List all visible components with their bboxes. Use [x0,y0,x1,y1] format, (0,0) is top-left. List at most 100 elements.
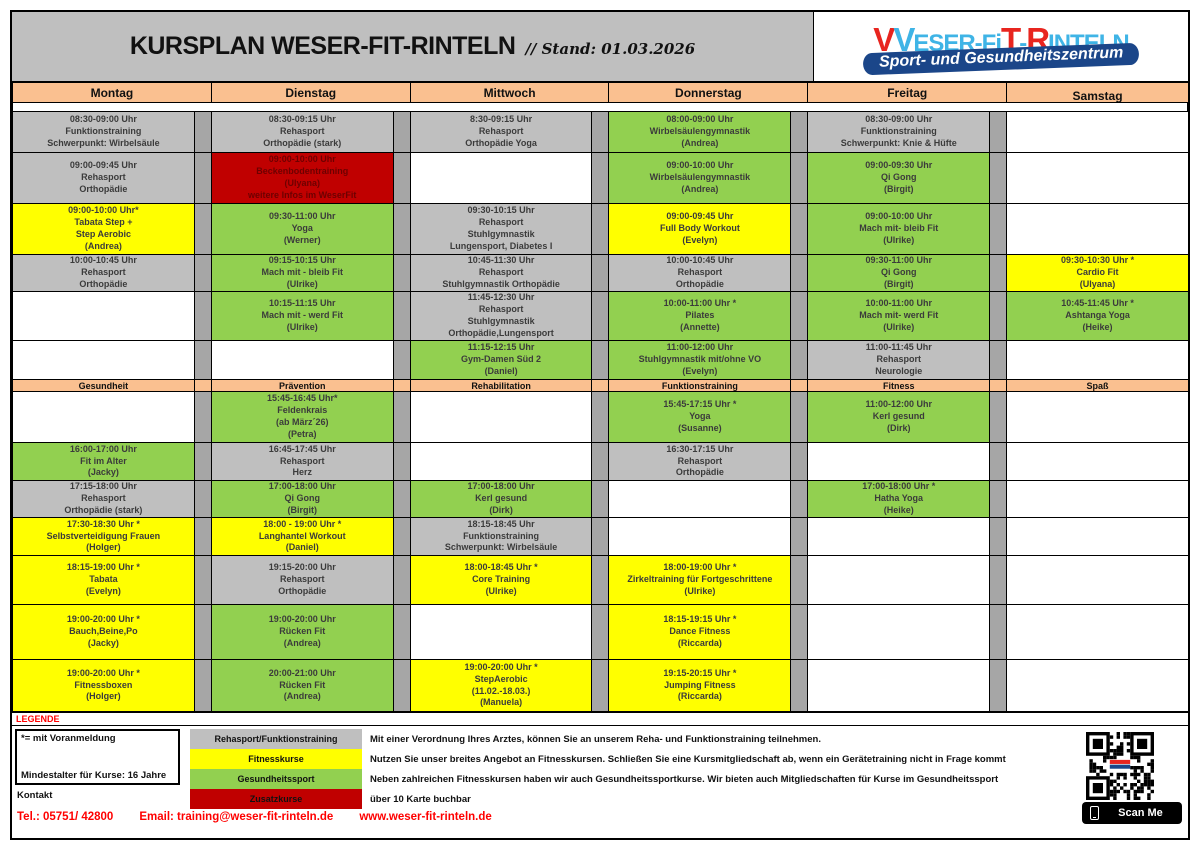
empty-slot [1006,480,1188,518]
column-spacer [989,480,1008,518]
course-cell: 16:00-17:00 Uhr Fit im Alter (Jacky) [12,442,195,481]
course-cell: 10:00-11:00 Uhr Mach mit- werd Fit (Ulrike… [807,291,991,341]
schedule-table: Montag Dienstag Mittwoch Donnerstag Freitag S… [12,82,1188,712]
logo-segment: V [873,21,895,59]
note-voranmeldung: *= mit Voranmeldung [21,733,116,744]
note-mindestalter: Mindestalter für Kurse: 16 Jahre [21,770,167,781]
course-cell: 10:45-11:30 Uhr Rehasport Stuhlgymnastik O… [409,254,593,292]
contact-website: www.weser-fit-rinteln.de [359,811,492,823]
column-spacer [193,442,212,481]
empty-slot [1006,555,1188,605]
empty-slot [12,340,195,380]
legend-chip-zusatz: Zusatzkurse [190,789,362,809]
column-spacer [989,254,1008,292]
legend-row: Zusatzkurse über 10 Karte buchbar [190,789,1080,809]
column-spacer [193,517,212,556]
course-cell: 19:15-20:00 Uhr Rehasport Orthopädie [210,555,394,605]
course-cell: 09:00-09:30 Uhr Qi Gong (Birgit) [807,152,991,204]
column-spacer [193,659,212,712]
course-cell: 11:00-11:45 Uhr Rehasport Neurologie [807,340,991,380]
column-spacer [790,555,809,605]
contact-row: Tel.: 05751/ 42800 Email: training@weser… [12,807,1188,827]
column-spacer [392,555,411,605]
empty-slot [1006,659,1188,712]
course-cell: 10:15-11:15 Uhr Mach mit - werd Fit (Ulrik… [210,291,394,341]
logo-segment: V [893,21,915,59]
day-header-donnerstag: Donnerstag [608,82,809,103]
column-spacer [392,604,411,660]
legend-title: LEGENDE [12,712,1188,725]
legend-description: Mit einer Verordnung Ihres Arztes, könne… [370,733,821,745]
empty-slot [807,659,991,712]
column-spacer [193,254,212,292]
course-cell: 17:00-18:00 Uhr Qi Gong (Birgit) [210,480,394,518]
course-cell: 11:00-12:00 Uhr Kerl gesund (Dirk) [807,391,991,443]
course-cell: 16:30-17:15 Uhr Rehasport Orthopädie [608,442,792,481]
logo: VVESER-FiT-RINTELN Sport- und Gesundheit… [814,12,1188,82]
column-spacer [591,152,610,204]
column-spacer [790,254,809,292]
kursplan-page: KURSPLAN WESER-FIT-RINTELN // Stand: 01.… [10,10,1190,840]
column-spacer [392,254,411,292]
column-spacer [591,604,610,660]
column-spacer [591,254,610,292]
column-spacer [392,203,411,255]
legend-description: über 10 Karte buchbar [370,793,471,805]
column-spacer [591,442,610,481]
legend-description: Nutzen Sie unser breites Angebot an Fitn… [370,753,1006,765]
course-cell: 09:15-10:15 Uhr Mach mit - bleib Fit (Ulri… [210,254,394,292]
course-cell: 09:00-10:00 Uhr Wirbelsäulengymnastik (And… [608,152,792,204]
course-cell: 09:00-10:00 Uhr* Tabata Step + Step Aerobi… [12,203,195,255]
column-spacer [193,555,212,605]
column-spacer [790,203,809,255]
column-spacer [989,203,1008,255]
column-spacer [193,203,212,255]
column-spacer [591,517,610,556]
column-spacer [591,340,610,380]
course-cell: 18:00-18:45 Uhr * Core Training (Ulrike) [409,555,593,605]
course-cell: 08:00-09:00 Uhr Wirbelsäulengymnastik (And… [608,111,792,153]
qr-pattern [1082,728,1182,802]
column-spacer [790,517,809,556]
column-spacer [591,291,610,341]
course-cell: 11:15-12:15 Uhr Gym-Damen Süd 2 (Daniel) [409,340,593,380]
course-cell: 09:30-10:30 Uhr * Cardio Fit (Ulyana) [1006,254,1188,292]
scan-me-bar: Scan Me [1082,802,1182,824]
empty-slot [409,442,593,481]
empty-slot [1006,111,1188,153]
course-cell: 19:00-20:00 Uhr Rücken Fit (Andrea) [210,604,394,660]
legend-description: Neben zahlreichen Fitnesskursen haben wi… [370,773,999,785]
column-spacer [392,659,411,712]
column-spacer [392,111,411,153]
column-spacer [790,111,809,153]
empty-slot [807,604,991,660]
column-spacer [392,517,411,556]
day-header-samstag: Samstag [1006,82,1188,103]
course-cell: 09:30-10:15 Uhr Rehasport Stuhlgymnastik Lu… [409,203,593,255]
legend-chip-gesund: Gesundheitssport [190,769,362,789]
course-cell: 09:00-09:45 Uhr Rehasport Orthopädie [12,152,195,204]
course-cell: 18:00-19:00 Uhr * Zirkeltraining für Fort… [608,555,792,605]
course-cell: 10:00-10:45 Uhr Rehasport Orthopädie [608,254,792,292]
column-spacer [591,659,610,712]
column-spacer [989,391,1008,443]
course-cell: 17:00-18:00 Uhr Kerl gesund (Dirk) [409,480,593,518]
scan-me-label: Scan Me [1118,807,1163,819]
column-spacer [193,604,212,660]
course-cell: 15:45-17:15 Uhr * Yoga (Susanne) [608,391,792,443]
course-cell: 09:00-09:45 Uhr Full Body Workout (Evelyn) [608,203,792,255]
legend-chip-reha: Rehasport/Funktionstraining [190,729,362,749]
empty-slot [12,391,195,443]
empty-slot [1006,604,1188,660]
column-spacer [591,480,610,518]
contact-phone: Tel.: 05751/ 42800 [17,811,114,823]
course-cell: 19:00-20:00 Uhr * Fitnessboxen (Holger) [12,659,195,712]
column-spacer [989,659,1008,712]
column-spacer [989,340,1008,380]
empty-slot [409,604,593,660]
empty-slot [608,517,792,556]
column-spacer [392,480,411,518]
empty-slot [1006,340,1188,380]
course-cell: 09:00-10:00 Uhr Beckenbodentraining (Ulyan… [210,152,394,204]
course-cell: 19:00-20:00 Uhr * Bauch,Beine,Po (Jacky) [12,604,195,660]
